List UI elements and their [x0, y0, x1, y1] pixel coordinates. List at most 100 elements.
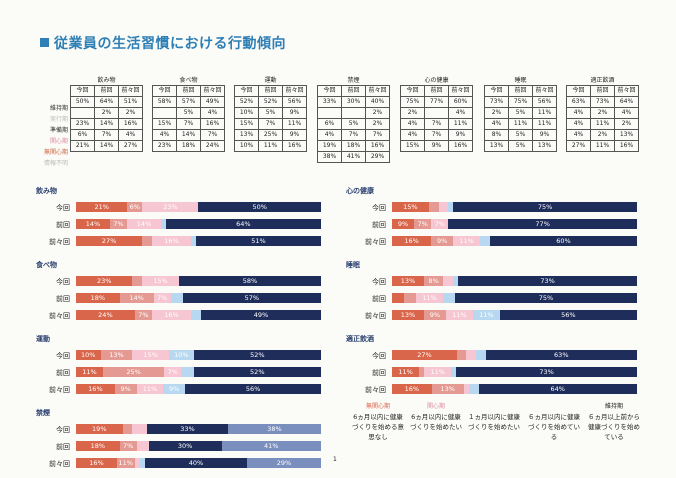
column-header: 前回: [590, 85, 615, 97]
table-row: 4% 2% 4%: [566, 107, 639, 119]
legend-item: 関心期 6ヵ月以内に健康づくりを始めたい: [410, 402, 462, 432]
bar-segment: 11%: [136, 384, 164, 394]
table-cell: 33%: [317, 96, 342, 108]
legend-item: ６ヵ月以内に健康づくりを始めている: [528, 402, 580, 442]
table-cell: 75%: [508, 96, 533, 108]
bar-segment: 7%: [414, 219, 432, 229]
table-cell: 23%: [70, 118, 95, 130]
bar-segment: 11%: [453, 236, 481, 246]
bar-segment: [442, 293, 456, 303]
table-cell: 16%: [365, 140, 390, 152]
table-cell: 50%: [70, 96, 95, 108]
bar-segment: 14%: [76, 219, 110, 229]
table-cell: 7%: [424, 129, 449, 141]
bar-segment: 60%: [489, 236, 637, 246]
column-header: 前回: [424, 85, 449, 97]
stacked-bar: 27% 63%: [392, 350, 637, 360]
bar-segment: [392, 293, 405, 303]
stacked-bar: 11% 25% 7% 52%: [76, 367, 321, 377]
table-cell: 11%: [508, 118, 533, 130]
bar-segment: 13%: [392, 310, 424, 320]
bar-label: 前々回: [365, 312, 386, 320]
bar-segment: 50%: [198, 202, 321, 212]
bar-segment: 19%: [76, 424, 123, 434]
table-cell: [341, 107, 366, 119]
table-cell: 7%: [200, 129, 225, 141]
table-row: 19% 18% 16%: [317, 140, 390, 152]
bar-segment: 16%: [76, 458, 117, 468]
bar-segment: 15%: [142, 276, 179, 286]
bar-segment: 15%: [132, 350, 170, 360]
table-cell: 10%: [234, 140, 259, 152]
table-row: 4% 7% 11%: [400, 118, 473, 130]
bar-segment: 11%: [472, 310, 500, 320]
bar-label: 今回: [372, 204, 386, 212]
table-cell: 2%: [484, 107, 509, 119]
table-row: 13% 5% 13%: [484, 140, 557, 152]
bar-segment: [448, 202, 454, 212]
table-cell: 11%: [532, 107, 557, 119]
bar-segment: 52%: [193, 367, 321, 377]
table-row: 23% 18% 24%: [152, 140, 225, 152]
table-row: 2% 4%: [400, 107, 473, 119]
stacked-bar: 27% 16% 51%: [76, 236, 321, 246]
table-cell: 16%: [118, 118, 143, 130]
table-cell: 8%: [484, 129, 509, 141]
column-header: 前々回: [200, 85, 225, 97]
bar-segment: 21%: [76, 202, 128, 212]
bar-segment: 16%: [392, 384, 432, 394]
table-cell: 7%: [176, 118, 201, 130]
summary-table-title: 適正飲酒: [590, 77, 615, 84]
table-cell: 4%: [566, 107, 591, 119]
bar-segment: 11%: [416, 293, 443, 303]
table-row: 4% 11% 11%: [484, 118, 557, 130]
stacked-bar: 13% 8% 73%: [392, 276, 637, 286]
bar-segment: 7%: [164, 367, 182, 377]
stacked-bar: 11% 75%: [392, 293, 637, 303]
table-cell: 58%: [152, 96, 177, 108]
bar-label: 今回: [56, 352, 70, 360]
chart-section-title: 睡眠: [346, 261, 360, 269]
table-cell: 16%: [282, 140, 307, 152]
table-cell: 14%: [176, 129, 201, 141]
table-cell: 11%: [258, 140, 283, 152]
bar-segment: 73%: [458, 276, 637, 286]
legend-item: 維持期 ６ヵ月以上前から健康づくりを始めている: [588, 402, 640, 442]
table-cell: 9%: [282, 107, 307, 119]
table-cell: 4%: [200, 107, 225, 119]
table-row: 13% 25% 9%: [234, 129, 307, 141]
table-row: 15% 7% 11%: [234, 118, 307, 130]
summary-table: 禁煙 今回 前回 前々回 33% 30% 40% 2% 6% 5% 2% 4% 7% 7% 19% 18% 16…: [317, 76, 390, 163]
table-cell: 2%: [118, 107, 143, 119]
table-cell: [152, 107, 177, 119]
bar-segment: 14%: [119, 293, 154, 303]
stacked-bar: 19% 33% 38%: [76, 424, 321, 434]
bar-segment: 9%: [431, 236, 454, 246]
bar-segment: [134, 458, 140, 468]
bar-segment: 9%: [392, 219, 415, 229]
table-cell: [70, 107, 95, 119]
bar-segment: 16%: [392, 236, 432, 246]
stacked-bar: 23% 15% 58%: [76, 276, 321, 286]
table-row: 6% 5% 2%: [317, 118, 390, 130]
column-header: 前々回: [448, 85, 473, 97]
bar-segment: 63%: [485, 350, 637, 360]
legend-title: [528, 402, 580, 412]
summary-table: 飲み物 今回 前回 前々回 50% 64% 51% 2% 2% 23% 14% 16% 6% 7% 4% 21…: [70, 76, 143, 152]
bar-segment: [160, 219, 166, 229]
bar-segment: 49%: [200, 310, 321, 320]
table-cell: 4%: [614, 107, 639, 119]
table-cell: 56%: [532, 96, 557, 108]
table-cell: 4%: [400, 118, 425, 130]
bar-segment: 16%: [151, 310, 192, 320]
summary-table-title: 飲み物: [97, 77, 116, 84]
legend-title: 維持期: [604, 403, 623, 410]
table-cell: 27%: [118, 140, 143, 152]
table-row: 38% 41% 29%: [317, 151, 390, 163]
summary-table: 食べ物 今回 前回 前々回 58% 57% 49% 5% 4% 15% 7% 16% 4% 14% 7% 23…: [152, 76, 225, 152]
table-cell: 27%: [566, 140, 591, 152]
table-row: 27% 11% 16%: [566, 140, 639, 152]
bar-segment: 9%: [423, 310, 446, 320]
bar-segment: 40%: [144, 458, 247, 468]
table-row: 50% 64% 51%: [70, 96, 143, 108]
